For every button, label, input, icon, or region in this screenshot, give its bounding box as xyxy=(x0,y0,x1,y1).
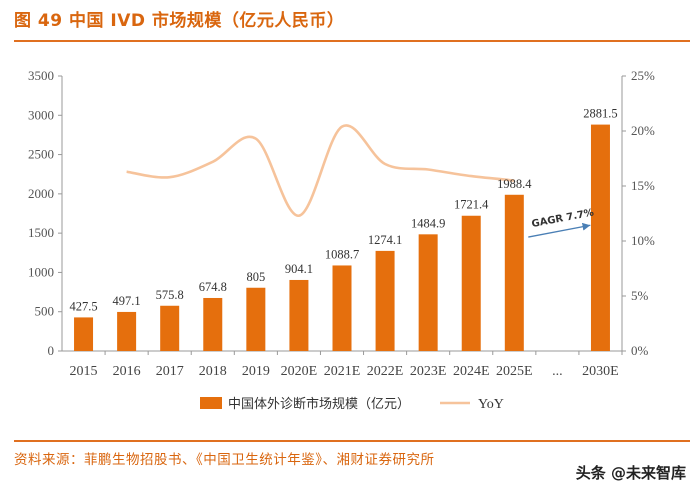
x-tick-label: 2024E xyxy=(453,364,490,379)
title-divider xyxy=(14,40,690,42)
bar-2020E xyxy=(289,279,309,351)
x-tick-label: 2023E xyxy=(410,364,447,379)
data-label-2022E: 1274.1 xyxy=(368,233,402,247)
source-divider xyxy=(14,440,690,442)
legend-label-line: YoY xyxy=(478,397,504,412)
yoy-series xyxy=(126,124,515,217)
bar-2015 xyxy=(74,317,94,351)
bar-2016 xyxy=(117,311,137,351)
data-label-2015: 427.5 xyxy=(69,299,97,313)
bar-2022E xyxy=(375,250,395,351)
x-tick-label: 2017 xyxy=(156,364,184,379)
data-label-2018: 674.8 xyxy=(199,280,227,294)
x-tick-label: 2020E xyxy=(281,364,318,379)
bar-2030E xyxy=(590,124,610,351)
bar-2024E xyxy=(461,215,481,351)
x-tick-labels: 2015 2016 2017 2018 2019 2020E 2021E 2022E 2023E… xyxy=(70,351,623,379)
bar-2021E xyxy=(332,265,352,351)
watermark-text: 头条 @未来智库 xyxy=(575,464,686,482)
data-label-2021E: 1088.7 xyxy=(325,247,359,261)
x-tick-label: 2016 xyxy=(113,364,141,379)
legend-label-bar: 中国体外诊断市场规模（亿元） xyxy=(228,396,410,412)
y-left-tick-label: 2500 xyxy=(28,147,54,162)
yoy-line xyxy=(126,124,515,217)
x-tick-label: 2022E xyxy=(367,364,404,379)
data-label-2017: 575.8 xyxy=(156,288,184,302)
legend-swatch-bar xyxy=(200,397,222,409)
watermark: 头条 @未来智库 xyxy=(576,462,686,483)
y-left-tick-label: 1000 xyxy=(28,264,54,279)
bar-2017 xyxy=(160,305,180,351)
source-note: 资料来源：菲鹏生物招股书、《中国卫生统计年鉴》、湘财证券研究所 xyxy=(14,452,435,468)
data-labels: 427.5 497.1 575.8 674.8 805 904.1 1088.7 1274.1… xyxy=(69,107,617,314)
cagr-annotation: GAGR 7.7% xyxy=(528,207,595,238)
y-right-tick-label: 0% xyxy=(631,343,649,358)
y-right-tick-label: 15% xyxy=(631,178,655,193)
y-left-tick-label: 3500 xyxy=(28,68,54,83)
figure-title: 图 49 中国 IVD 市场规模（亿元人民币） xyxy=(14,11,345,31)
data-label-2019: 805 xyxy=(246,270,265,284)
data-label-2024E: 1721.4 xyxy=(454,198,489,212)
data-label-2023E: 1484.9 xyxy=(411,216,445,230)
data-label-2030E: 2881.5 xyxy=(583,107,617,121)
cagr-arrow xyxy=(528,222,591,238)
x-tick-label: 2015 xyxy=(70,364,98,379)
y-left-tick-label: 1500 xyxy=(28,225,54,240)
ivd-market-chart: 0 500 1000 1500 2000 2500 3000 3500 0% 5% 10% 15% 20… xyxy=(28,68,655,412)
y-right-tick-label: 10% xyxy=(631,233,655,248)
bar-series xyxy=(74,124,610,351)
x-tick-label: 2025E xyxy=(496,364,533,379)
y-left-tick-label: 500 xyxy=(35,304,55,319)
data-label-2020E: 904.1 xyxy=(285,262,313,276)
x-tick-label: 2021E xyxy=(324,364,361,379)
chart-legend: 中国体外诊断市场规模（亿元） YoY xyxy=(200,396,504,412)
bar-2018 xyxy=(203,297,223,351)
x-tick-label: 2030E xyxy=(582,364,619,379)
y-left-tick-label: 3000 xyxy=(28,107,54,122)
y-left-tick-label: 0 xyxy=(48,343,55,358)
y-right-tick-label: 5% xyxy=(631,288,649,303)
x-tick-label: ... xyxy=(552,364,563,379)
x-tick-label: 2018 xyxy=(199,364,227,379)
y-right-tick-label: 25% xyxy=(631,68,655,83)
data-label-2016: 497.1 xyxy=(113,294,141,308)
y-right-tick-label: 20% xyxy=(631,123,655,138)
x-tick-label: 2019 xyxy=(242,364,270,379)
bar-2023E xyxy=(418,234,438,351)
bar-2025E xyxy=(504,194,524,351)
data-label-2025E: 1988.4 xyxy=(497,177,532,191)
bar-2019 xyxy=(246,287,266,351)
y-left-tick-label: 2000 xyxy=(28,186,54,201)
